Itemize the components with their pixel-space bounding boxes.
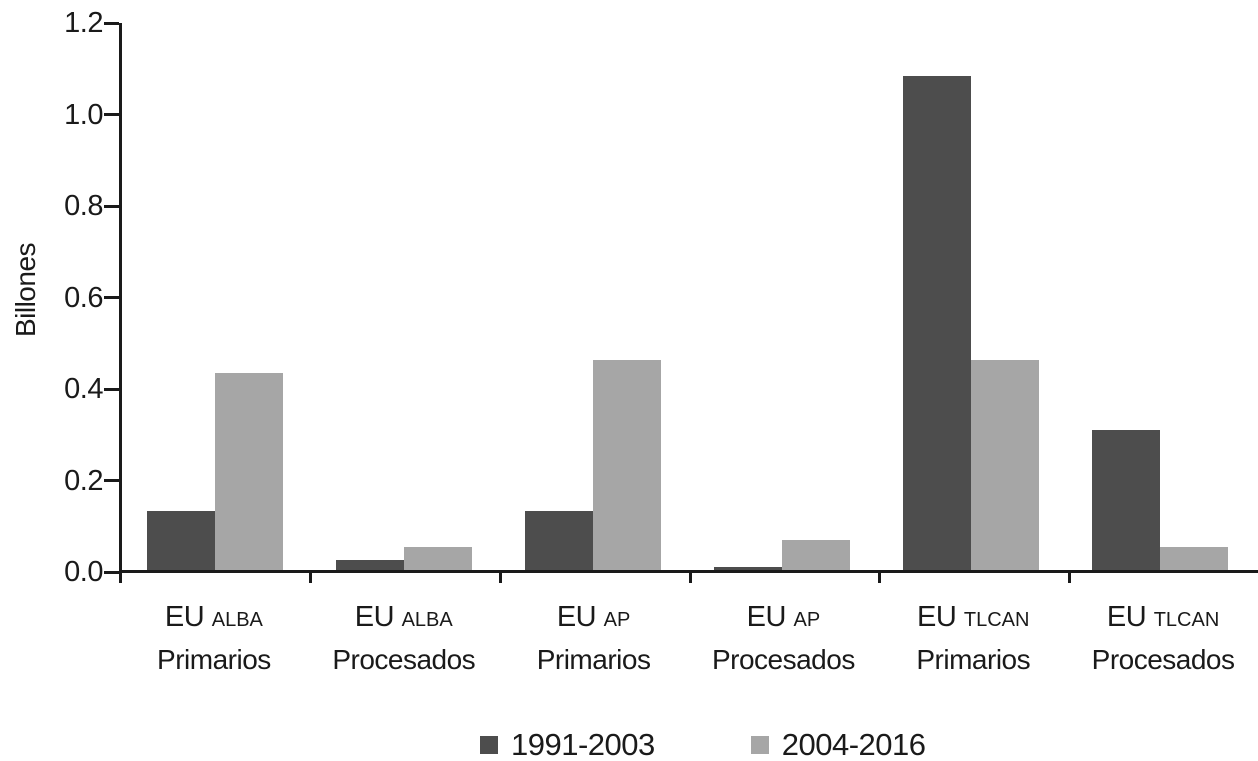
category-group-text: EU — [556, 601, 604, 633]
x-tick-mark — [1068, 570, 1072, 583]
y-tick-mark — [104, 570, 119, 574]
legend-item: 2004-2016 — [750, 727, 926, 761]
category-type-text: Primarios — [157, 644, 271, 675]
category-subgroup-text: ALBA — [401, 609, 453, 631]
category-type-text: Procesados — [1091, 644, 1235, 675]
y-tick-label: 0.4 — [64, 373, 103, 405]
category-label: EU ALBA Primarios — [119, 600, 309, 675]
legend: 1991-2003 2004-2016 — [480, 729, 926, 760]
category-label-line1: EU ALBA — [119, 600, 309, 637]
y-tick-label: 0.8 — [64, 190, 103, 222]
legend-item: 1991-2003 — [480, 729, 655, 760]
y-tick-label: 0.0 — [64, 556, 103, 588]
y-tick-mark — [104, 21, 119, 25]
y-tick-mark — [104, 204, 119, 208]
x-tick-mark — [688, 570, 692, 583]
category-type-text: Primarios — [916, 644, 1031, 675]
bar-1991-2003-TLCAN-Procesados — [1092, 430, 1161, 570]
x-tick-mark — [308, 570, 312, 583]
bar-group — [498, 23, 687, 570]
x-tick-mark — [498, 570, 502, 583]
plot-area — [120, 23, 1255, 570]
y-tick-mark — [104, 296, 119, 299]
legend-swatch-series1 — [480, 735, 498, 754]
y-tick-label: 1.2 — [64, 7, 103, 39]
x-tick-mark — [119, 570, 122, 583]
bar-1991-2003-ALBA-Procesados — [335, 560, 404, 570]
category-label: EU AP Primarios — [499, 600, 689, 675]
bar-group — [1066, 23, 1255, 570]
bar-2004-2016-ALBA-Primarios — [214, 373, 283, 570]
category-subgroup-text: TLCAN — [963, 609, 1030, 631]
category-subgroup-text: TLCAN — [1153, 609, 1220, 631]
y-axis-line — [119, 23, 122, 573]
bar-2004-2016-AP-Primarios — [592, 360, 661, 570]
y-tick-mark — [104, 387, 119, 391]
category-subgroup-text: AP — [793, 609, 821, 631]
legend-label-series1: 1991-2003 — [511, 727, 655, 761]
category-group-text: EU — [1106, 601, 1154, 633]
bar-1991-2003-TLCAN-Primarios — [903, 76, 972, 570]
category-group-text: EU — [164, 601, 212, 633]
bar-2004-2016-TLCAN-Primarios — [971, 360, 1040, 570]
category-type-text: Primarios — [536, 644, 651, 675]
bar-group — [877, 23, 1066, 570]
bar-1991-2003-AP-Procesados — [714, 567, 783, 570]
category-label-line1: EU TLCAN — [1068, 600, 1258, 637]
bar-2004-2016-AP-Procesados — [782, 540, 851, 570]
legend-swatch-series2 — [750, 735, 769, 754]
category-group-text: EU — [917, 601, 964, 633]
y-tick-label: 1.0 — [64, 98, 103, 131]
category-label-line1: EU ALBA — [309, 600, 499, 637]
category-label: EU ALBA Procesados — [309, 600, 499, 675]
y-tick-mark — [104, 113, 119, 116]
category-label: EU AP Procesados — [688, 600, 878, 675]
bar-group — [120, 23, 309, 570]
bar-group — [309, 23, 498, 570]
category-subgroup-text: ALBA — [211, 609, 263, 631]
bar-group — [688, 23, 877, 570]
category-type-text: Procesados — [711, 644, 855, 675]
y-tick-mark — [104, 479, 119, 482]
x-tick-mark — [878, 570, 882, 583]
category-label: EU TLCAN Procesados — [1068, 600, 1258, 675]
y-tick-label: 0.2 — [64, 464, 103, 497]
legend-label-series2: 2004-2016 — [781, 727, 926, 761]
y-tick-label: 0.6 — [64, 281, 103, 314]
category-label-line1: EU AP — [688, 600, 878, 637]
category-group-text: EU — [354, 601, 402, 633]
category-type-text: Procesados — [332, 644, 476, 675]
category-label-line1: EU TLCAN — [878, 600, 1068, 637]
category-label-line1: EU AP — [499, 600, 689, 637]
bar-2004-2016-TLCAN-Procesados — [1160, 547, 1229, 570]
bar-2004-2016-ALBA-Procesados — [403, 547, 472, 570]
category-group-text: EU — [746, 601, 794, 633]
bar-1991-2003-AP-Primarios — [524, 511, 593, 570]
category-subgroup-text: AP — [603, 609, 631, 631]
category-label: EU TLCAN Primarios — [878, 600, 1068, 675]
bar-1991-2003-ALBA-Primarios — [146, 511, 215, 570]
